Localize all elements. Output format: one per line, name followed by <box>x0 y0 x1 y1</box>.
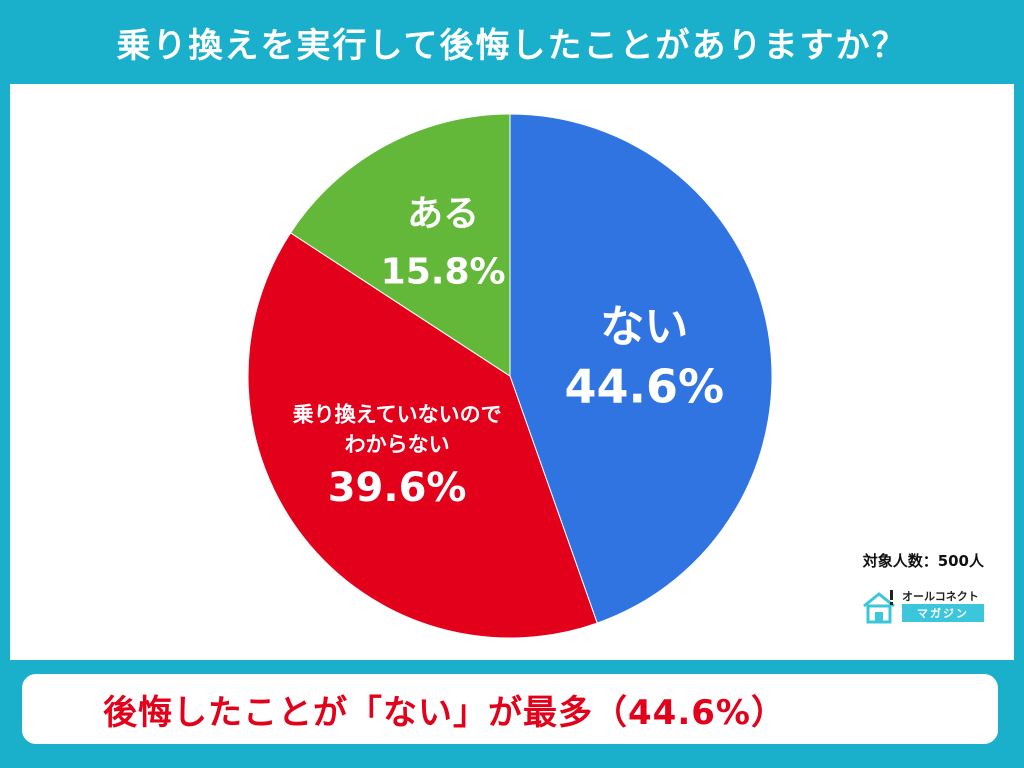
chart-panel: ない 44.6% 乗り換えていないので わからない 39.6% ある 15.8% 対象人数：… <box>10 84 1014 660</box>
slice-wakaranai <box>247 232 598 639</box>
conclusion-banner: 後悔したことが「ない」が最多（44.6%） <box>22 674 998 744</box>
conclusion-text: 後悔したことが「ない」が最多（44.6%） <box>103 692 786 733</box>
slice-label: ある <box>407 193 479 234</box>
house-icon <box>863 590 895 624</box>
slice-nai <box>509 113 773 624</box>
slice-value-label: 44.6% <box>564 360 724 414</box>
slice-label: わからない <box>345 433 450 457</box>
slice-label: 乗り換えていないので <box>293 403 502 427</box>
logo-text-bottom: マガジン <box>902 604 984 622</box>
brand-logo: オールコネクト マガジン <box>860 582 988 628</box>
slice-label: ない <box>600 301 688 352</box>
slice-value-label: 39.6% <box>328 465 467 511</box>
chart-title: 乗り換えを実行して後悔したことがありますか？ <box>116 25 908 66</box>
slice-aru <box>289 113 511 377</box>
logo-text-top: オールコネクト <box>902 590 979 603</box>
sample-size-label: 対象人数：500人 <box>862 552 984 570</box>
slice-value-label: 15.8% <box>381 251 506 292</box>
